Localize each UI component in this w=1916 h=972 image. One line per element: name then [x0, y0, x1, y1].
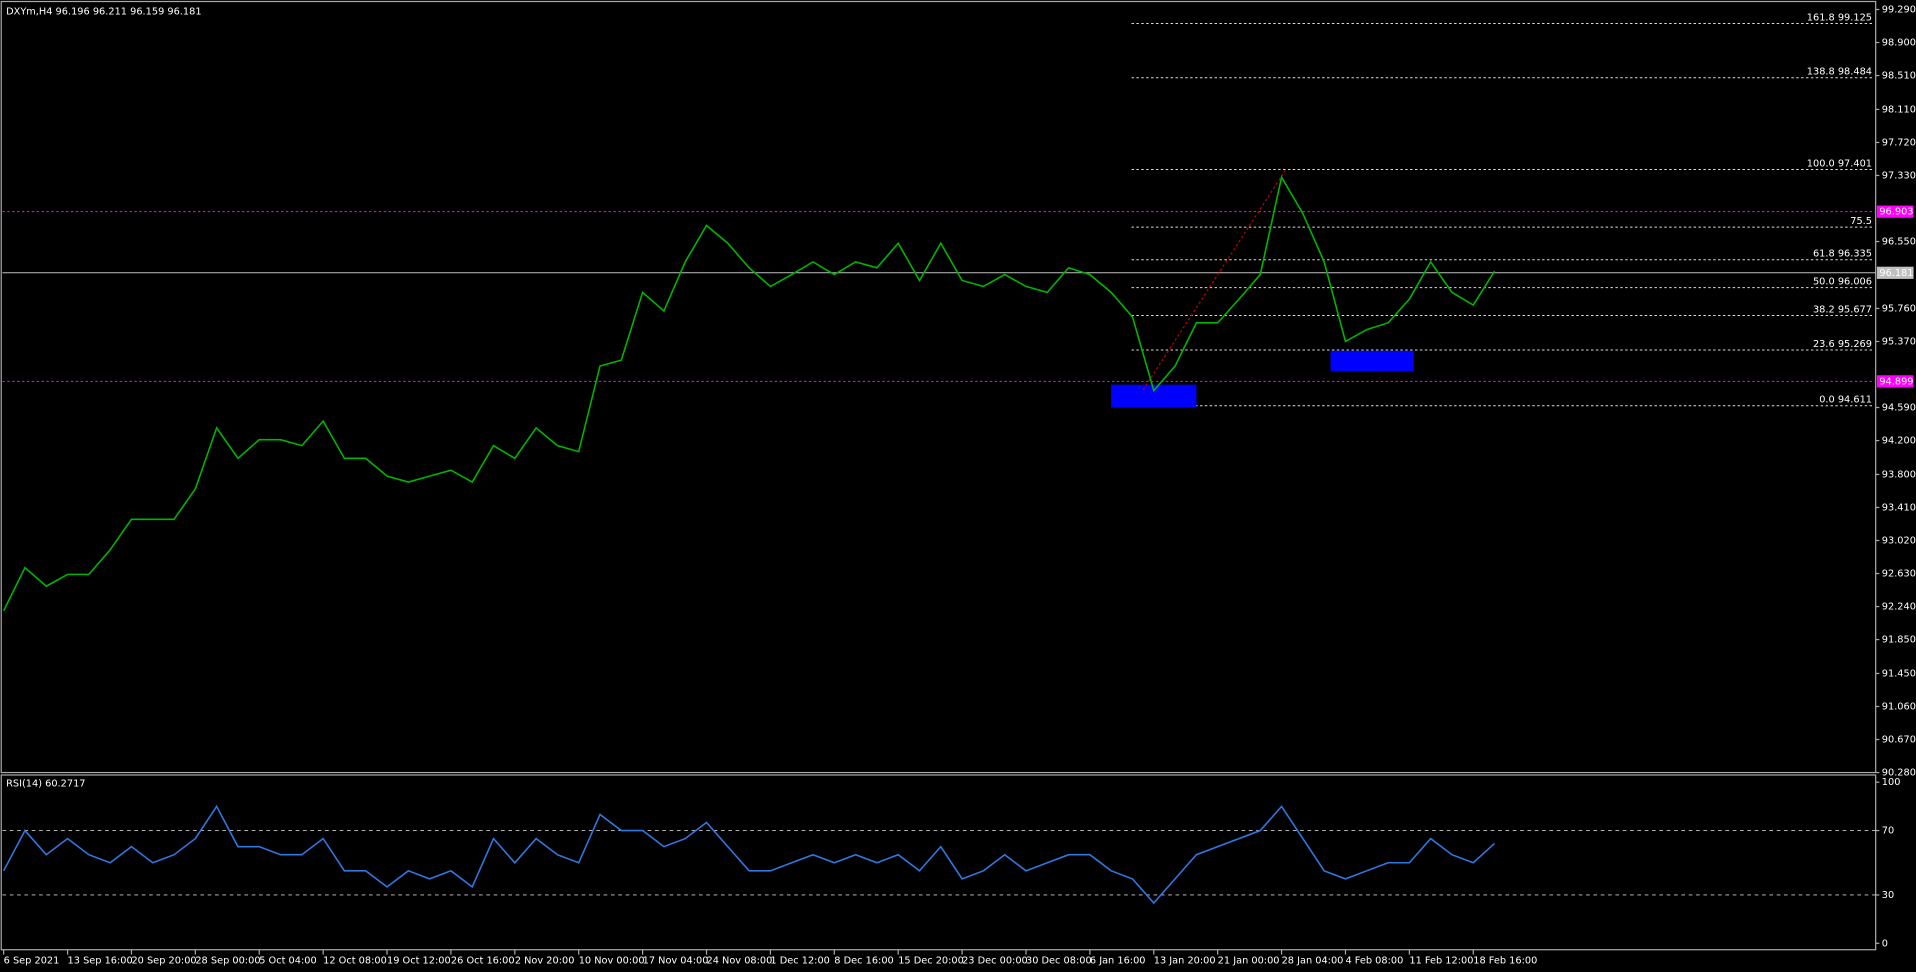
- x-tick-label: 23 Dec 00:00: [962, 956, 1028, 967]
- x-tick-label: 12 Oct 08:00: [323, 956, 387, 967]
- x-tick-label: 1 Dec 12:00: [770, 956, 829, 967]
- y-tick-label: 95.760: [1882, 303, 1916, 314]
- price-tag: [1876, 205, 1914, 218]
- x-tick-label: 20 Sep 20:00: [131, 956, 196, 967]
- x-tick-label: 19 Oct 12:00: [387, 956, 451, 967]
- y-tick-label: 70: [1882, 826, 1894, 837]
- y-tick-label: 98.900: [1882, 38, 1916, 49]
- x-tick-label: 28 Sep 00:00: [195, 956, 260, 967]
- x-tick-label: 30 Dec 08:00: [1026, 956, 1092, 967]
- fib-label: 100.0 97.401: [1807, 158, 1872, 169]
- x-tick-label: 2 Nov 20:00: [515, 956, 575, 967]
- y-tick-label: 94.200: [1882, 436, 1916, 447]
- fib-label: 23.6 95.269: [1813, 339, 1872, 350]
- y-tick-label: 93.020: [1882, 535, 1916, 546]
- y-tick-label: 91.850: [1882, 635, 1916, 646]
- y-tick-label: 100: [1882, 777, 1901, 788]
- price-tag-label: 96.903: [1879, 207, 1913, 218]
- x-tick-label: 28 Jan 04:00: [1282, 956, 1344, 967]
- y-tick-label: 90.670: [1882, 735, 1916, 746]
- y-tick-label: 98.510: [1882, 71, 1916, 82]
- fib-label: 0.0 94.611: [1819, 395, 1872, 406]
- x-tick-label: 8 Dec 16:00: [834, 956, 893, 967]
- price-tag: [1876, 266, 1914, 279]
- series-line: [2, 804, 1496, 905]
- fib-label: 50.0 96.006: [1813, 277, 1872, 288]
- x-tick-label: 6 Sep 2021: [4, 956, 60, 967]
- x-tick-label: 18 Feb 16:00: [1473, 956, 1537, 967]
- x-tick-label: 6 Jan 16:00: [1090, 956, 1146, 967]
- y-tick-label: 30: [1882, 890, 1894, 901]
- fib-label: 61.8 96.335: [1813, 249, 1872, 260]
- y-tick-label: 0: [1882, 938, 1888, 949]
- y-tick-label: 94.590: [1882, 403, 1916, 414]
- x-tick-label: 26 Oct 16:00: [451, 956, 515, 967]
- x-tick-label: 24 Nov 08:00: [707, 956, 773, 967]
- y-tick-label: 92.630: [1882, 569, 1916, 580]
- y-tick-label: 93.410: [1882, 502, 1916, 513]
- y-tick-label: 90.280: [1882, 768, 1916, 779]
- x-tick-label: 11 Feb 12:00: [1409, 956, 1473, 967]
- chart-title: DXYm,H4 96.196 96.211 96.159 96.181: [6, 6, 201, 17]
- y-tick-label: 99.290: [1882, 4, 1916, 15]
- y-tick-label: 97.330: [1882, 170, 1916, 181]
- zone: [1111, 384, 1197, 408]
- fib-label: 161.8 99.125: [1807, 12, 1872, 23]
- fib-label: 38.2 95.677: [1813, 304, 1872, 315]
- x-tick-label: 4 Feb 08:00: [1345, 956, 1403, 967]
- x-tick-label: 15 Dec 20:00: [898, 956, 964, 967]
- price-tag: [1876, 375, 1914, 388]
- fib-label: 138.8 98.484: [1807, 67, 1872, 78]
- x-tick-label: 21 Jan 00:00: [1218, 956, 1280, 967]
- rsi-pane: [0, 774, 1877, 951]
- x-tick-label: 17 Nov 04:00: [643, 956, 709, 967]
- x-tick-label: 5 Oct 04:00: [259, 956, 316, 967]
- price-tag-label: 96.181: [1879, 268, 1913, 279]
- fib-label: 75.5: [1850, 216, 1872, 227]
- y-tick-label: 95.370: [1882, 336, 1916, 347]
- y-tick-label: 92.240: [1882, 602, 1916, 613]
- y-tick-label: 91.450: [1882, 668, 1916, 679]
- y-tick-label: 96.550: [1882, 237, 1916, 248]
- price-tag-label: 94.899: [1879, 376, 1913, 387]
- rsi-title: RSI(14) 60.2717: [6, 779, 85, 790]
- y-tick-label: 98.110: [1882, 104, 1916, 115]
- x-tick-label: 10 Nov 00:00: [579, 956, 645, 967]
- y-tick-label: 91.060: [1882, 701, 1916, 712]
- zone: [1330, 350, 1414, 372]
- series-line: [2, 175, 1496, 612]
- y-tick-label: 97.720: [1882, 137, 1916, 148]
- x-tick-label: 13 Sep 16:00: [68, 956, 133, 967]
- y-tick-label: 93.800: [1882, 469, 1916, 480]
- main-pane: [0, 0, 1877, 774]
- x-tick-label: 13 Jan 20:00: [1154, 956, 1216, 967]
